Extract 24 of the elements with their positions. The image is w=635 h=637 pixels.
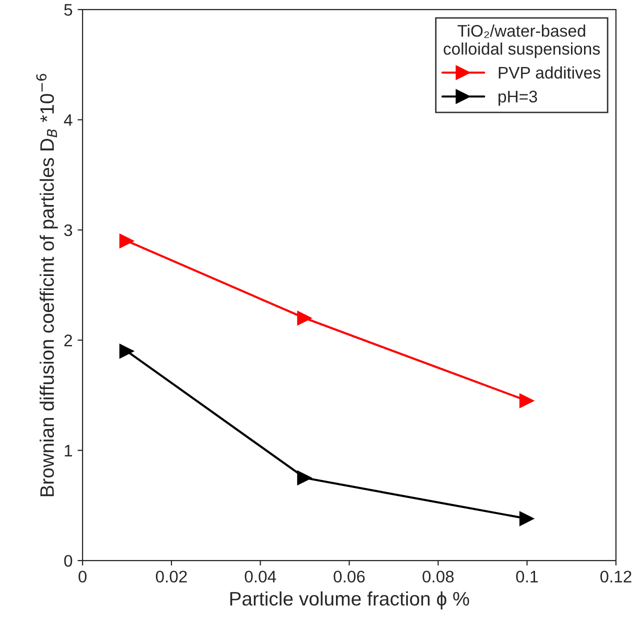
x-tick-label: 0.04: [244, 570, 276, 583]
y-tick-label: 1: [64, 444, 72, 456]
point: [297, 470, 312, 486]
point: [519, 393, 535, 408]
y-axis-title: Brownian diffusion coefficint of particles D$_{B}$ *10$^{−6}$: [36, 74, 58, 496]
x-tick-label: 0.1: [516, 570, 538, 583]
y-tick-label: 0: [64, 554, 72, 567]
x-tick-label: 0: [78, 570, 87, 583]
y-tick-label: 2: [64, 334, 72, 346]
point: [119, 344, 135, 359]
point: [297, 310, 312, 326]
x-tick-label: 0.02: [156, 570, 187, 583]
point: [519, 511, 535, 526]
y-tick-label: 5: [64, 4, 72, 16]
x-tick-label: 0.06: [334, 570, 365, 583]
x-tick-label: 0.08: [422, 570, 454, 583]
x-axis-title: Particle volume fraction ϕ %: [230, 591, 470, 610]
x-tick-label: 0.12: [600, 570, 632, 583]
legend-label: PVP additives: [498, 66, 600, 79]
legend-label: pH=3: [498, 90, 538, 106]
point: [119, 233, 135, 249]
y-tick-label: 3: [64, 224, 72, 236]
legend-title: TiO₂/water-based colloidal suspensions: [444, 24, 600, 58]
y-tick-label: 4: [64, 114, 72, 126]
